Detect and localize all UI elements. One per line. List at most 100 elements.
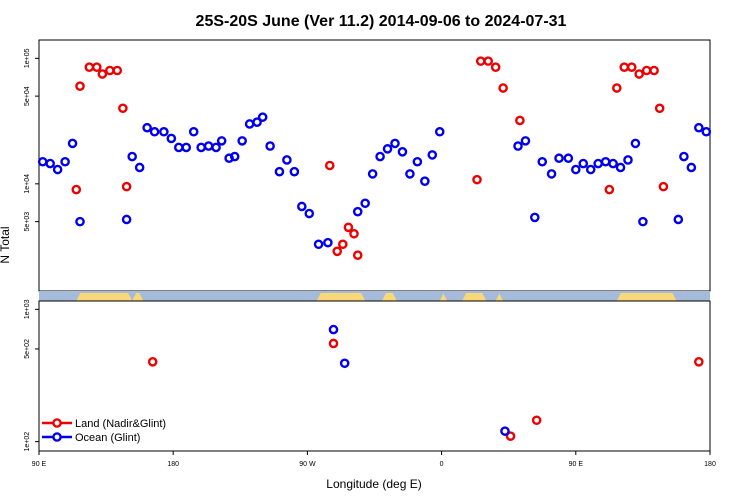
ocean-mask-band	[39, 291, 710, 301]
legend-ocean-label: Ocean (Glint)	[75, 432, 140, 444]
legend-land-marker	[52, 418, 62, 428]
x-axis-ticks: 90 E 180 90 W 0 90 E 180	[32, 451, 716, 468]
x-tick-label: 90 W	[299, 461, 316, 468]
ocean-data-point	[203, 141, 214, 151]
ocean-data-point	[45, 158, 55, 169]
ocean-data-point	[274, 166, 285, 177]
land-data-point	[619, 62, 630, 72]
legend-land-label: Land (Nadir&Glint)	[75, 418, 166, 430]
ocean-data-point	[390, 138, 400, 149]
ocean-data-point	[623, 155, 633, 165]
ocean-data-point	[211, 142, 221, 153]
land-data-point	[641, 65, 652, 76]
land-data-point	[71, 184, 82, 195]
ocean-data-point	[537, 156, 548, 167]
land-data-point	[75, 81, 85, 91]
ocean-data-point	[181, 142, 192, 153]
ocean-data-point	[142, 122, 152, 133]
land-mask-segment	[439, 293, 448, 301]
legend-item-land: Land (Nadir&Glint)	[42, 418, 166, 430]
y-tick-label: 5e+04	[24, 86, 31, 106]
y-tick-label: 1e+02	[24, 432, 31, 452]
ocean-data-point	[360, 198, 370, 209]
y-axis-ticks: 1e+05 5e+04 1e+04 5e+03 1e+03 5e+02 1e+02	[24, 48, 39, 451]
ocean-data-point	[244, 119, 255, 129]
ocean-data-point	[282, 155, 292, 165]
ocean-data-point	[257, 112, 268, 122]
ocean-data-point	[563, 153, 574, 164]
land-mask-segment	[316, 293, 366, 301]
y-tick-label: 5e+02	[24, 339, 31, 359]
land-data-point	[472, 174, 482, 185]
ocean-data-point	[216, 136, 227, 146]
ocean-data-point	[265, 141, 275, 151]
land-ocean-mask	[39, 291, 710, 301]
land-mask-segment	[381, 293, 397, 301]
x-axis-label: Longitude (deg E)	[326, 477, 421, 491]
land-data-point	[349, 228, 359, 239]
ocean-data-point	[412, 156, 423, 167]
land-data-point	[531, 415, 542, 426]
x-tick-label: 90 E	[569, 461, 584, 468]
land-data-point	[105, 65, 115, 76]
land-data-point	[352, 250, 363, 261]
land-data-point	[658, 181, 669, 192]
ocean-data-point	[237, 136, 247, 146]
land-mask-segment	[132, 293, 144, 301]
land-data-point	[604, 184, 615, 195]
ocean-data-point	[127, 151, 137, 162]
ocean-data-point	[500, 426, 510, 436]
land-data-point	[634, 69, 644, 79]
ocean-data-point	[600, 156, 611, 167]
ocean-data-point	[121, 214, 132, 225]
ocean-data-point	[615, 162, 626, 173]
ocean-data-point	[196, 142, 206, 153]
land-data-point	[332, 246, 343, 257]
land-data-point	[649, 65, 659, 76]
land-data-point	[147, 357, 158, 367]
ocean-data-point	[673, 214, 684, 225]
ocean-data-point	[434, 126, 445, 137]
land-mask-segment	[616, 293, 677, 301]
land-data-point	[324, 160, 335, 171]
ocean-data-point	[694, 122, 704, 133]
ocean-data-point	[571, 164, 581, 175]
ocean-data-point	[323, 237, 333, 248]
ocean-data-point	[149, 126, 160, 137]
ocean-data-point	[529, 212, 540, 223]
ocean-data-point	[328, 324, 339, 335]
ocean-data-point	[166, 133, 177, 144]
ocean-data-point	[375, 151, 385, 162]
land-data-point	[626, 62, 637, 72]
land-data-point	[84, 62, 95, 72]
land-data-point	[483, 56, 493, 66]
ocean-data-point	[252, 117, 262, 127]
land-data-point	[490, 62, 501, 72]
ocean-data-point	[701, 126, 712, 137]
ocean-data-point	[297, 201, 307, 212]
ocean-data-point	[367, 169, 378, 179]
ocean-data-point	[420, 176, 430, 186]
ocean-data-point	[159, 126, 169, 137]
ocean-data-point	[686, 162, 697, 173]
x-tick-label: 180	[167, 461, 179, 468]
legend-ocean-marker	[52, 432, 62, 442]
data-points	[37, 56, 712, 441]
y-axis-label: N Total	[0, 226, 12, 263]
chart-title: 25S-20S June (Ver 11.2) 2014-09-06 to 20…	[196, 13, 567, 30]
ocean-data-point	[520, 136, 531, 146]
x-tick-label: 180	[704, 461, 716, 468]
land-data-point	[91, 62, 102, 72]
ocean-data-point	[578, 158, 589, 169]
ocean-data-point	[593, 158, 603, 169]
legend: Land (Nadir&Glint) Ocean (Glint)	[42, 418, 166, 444]
y-tick-label: 1e+03	[24, 299, 31, 319]
land-data-point	[515, 115, 525, 126]
land-data-point	[121, 181, 132, 192]
legend-item-ocean: Ocean (Glint)	[42, 432, 140, 444]
y-tick-label: 1e+05	[24, 48, 31, 68]
ocean-data-point	[188, 126, 199, 137]
ocean-data-point	[382, 144, 393, 154]
ocean-data-point	[397, 147, 408, 157]
